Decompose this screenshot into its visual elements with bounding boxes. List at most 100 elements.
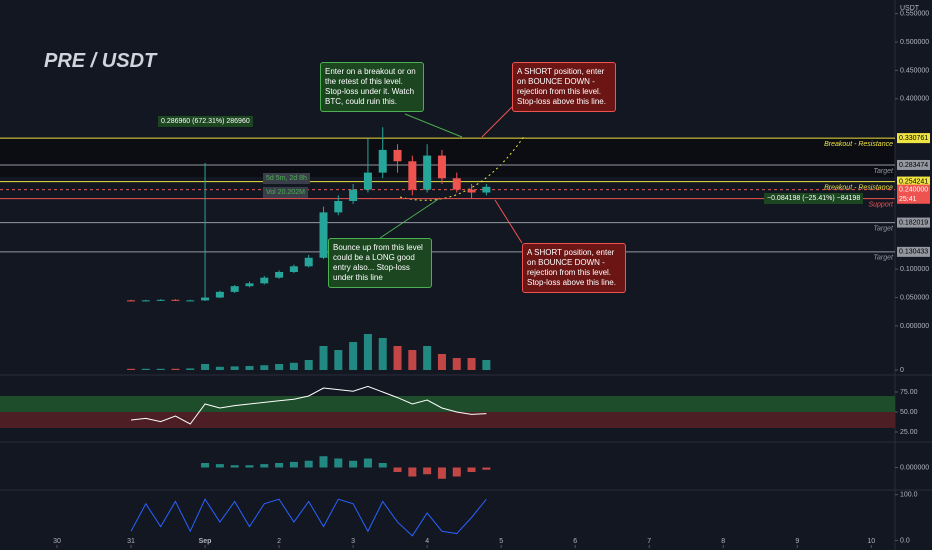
x-tick-label: 30 xyxy=(53,538,61,545)
bar xyxy=(334,350,343,370)
bar xyxy=(215,464,224,468)
y-tick-label: 0.400000 xyxy=(900,96,929,103)
level-name: Breakout - Resistance xyxy=(824,141,893,148)
price-label-bg xyxy=(897,184,930,195)
arrow xyxy=(404,113,463,138)
candle-body xyxy=(289,266,298,272)
price-label: 0.330761 xyxy=(899,135,928,142)
note: A SHORT position, enter on BOUNCE DOWN -… xyxy=(512,62,616,112)
price-label-bg xyxy=(897,159,930,170)
y-tick-label: 0.0 xyxy=(900,537,910,544)
y-tick-label: 75.00 xyxy=(900,389,918,396)
band xyxy=(0,412,895,428)
x-tick-label: 6 xyxy=(573,538,577,545)
price-label: 0.283474 xyxy=(899,162,928,169)
bar xyxy=(349,342,358,370)
arrow xyxy=(481,106,513,138)
candle-body xyxy=(319,212,328,258)
bar xyxy=(408,350,417,370)
candle-body xyxy=(304,257,313,267)
bar xyxy=(423,346,432,370)
level-name: Support xyxy=(868,201,894,208)
bar xyxy=(363,458,372,468)
price-label-bg xyxy=(897,217,930,228)
countdown: 25:41 xyxy=(899,196,917,203)
x-tick-label: Sep xyxy=(199,538,212,545)
bar xyxy=(393,467,402,472)
bar xyxy=(363,334,372,370)
bar xyxy=(423,467,432,475)
candle-body xyxy=(141,300,150,302)
x-tick-label: 5 xyxy=(499,538,503,545)
bar xyxy=(156,368,165,370)
title: PRE / USDT xyxy=(44,50,157,72)
measure: 5d 5m, 2d 8h xyxy=(263,173,310,184)
price-label: 0.130433 xyxy=(899,249,928,256)
bar xyxy=(275,463,284,468)
y-tick-label: 0.550000 xyxy=(900,10,929,17)
bar xyxy=(289,461,298,468)
candle-body xyxy=(349,189,358,202)
measure: 0.286960 (672.31%) 286960 xyxy=(158,116,253,127)
x-tick-label: 8 xyxy=(721,538,725,545)
bar xyxy=(230,366,239,370)
arrow xyxy=(494,199,523,244)
candle-body xyxy=(215,291,224,298)
countdown-bg xyxy=(897,194,930,204)
bar xyxy=(437,467,446,479)
y-tick-label: 25.00 xyxy=(900,429,918,436)
x-tick-label: 10 xyxy=(867,538,875,545)
y-tick-label: 0.050000 xyxy=(900,294,929,301)
level-name: Target xyxy=(873,255,894,262)
bar xyxy=(452,358,461,370)
x-tick-label: 3 xyxy=(351,538,355,545)
bar xyxy=(245,465,254,468)
bar xyxy=(437,354,446,370)
arrow xyxy=(379,197,441,239)
bar xyxy=(201,364,210,370)
line xyxy=(130,498,487,537)
level-name: Target xyxy=(873,225,894,232)
candle-body xyxy=(260,277,269,284)
note: A SHORT position, enter on BOUNCE DOWN -… xyxy=(522,243,626,293)
price-label-bg xyxy=(897,133,930,144)
x-tick-label: 7 xyxy=(647,538,651,545)
price-label: 0.240000 xyxy=(899,186,928,193)
bar xyxy=(408,467,417,477)
candle-body xyxy=(363,172,372,190)
y-tick-label: 0 xyxy=(900,367,904,374)
bar xyxy=(467,358,476,370)
x-tick-label: 2 xyxy=(277,538,281,545)
bar xyxy=(260,464,269,468)
x-tick-label: 31 xyxy=(127,538,135,545)
band xyxy=(0,396,895,412)
bar xyxy=(201,463,210,468)
candle-body xyxy=(127,300,136,302)
price-label: 0.182019 xyxy=(899,219,928,226)
candle-body xyxy=(482,186,491,193)
candle-body xyxy=(156,299,165,301)
bar xyxy=(171,368,180,370)
y-tick-label: 0.100000 xyxy=(900,266,929,273)
candle-body xyxy=(378,149,387,173)
bar xyxy=(275,364,284,370)
bar xyxy=(378,338,387,370)
bar xyxy=(245,366,254,370)
bar xyxy=(349,460,358,468)
bar xyxy=(230,465,239,468)
price-label-bg xyxy=(897,176,930,187)
y-tick-label: 100.0 xyxy=(900,491,918,498)
bar xyxy=(215,366,224,370)
candle-body xyxy=(186,300,195,302)
y-tick-label: 0.000000 xyxy=(900,464,929,471)
x-tick-label: 4 xyxy=(425,538,429,545)
bar xyxy=(289,362,298,370)
bar xyxy=(482,467,491,470)
bar xyxy=(467,467,476,472)
candle-body xyxy=(408,161,417,190)
candle-body xyxy=(275,271,284,278)
candle-body xyxy=(452,178,461,190)
y-tick-label: 0.500000 xyxy=(900,39,929,46)
bar xyxy=(378,463,387,468)
